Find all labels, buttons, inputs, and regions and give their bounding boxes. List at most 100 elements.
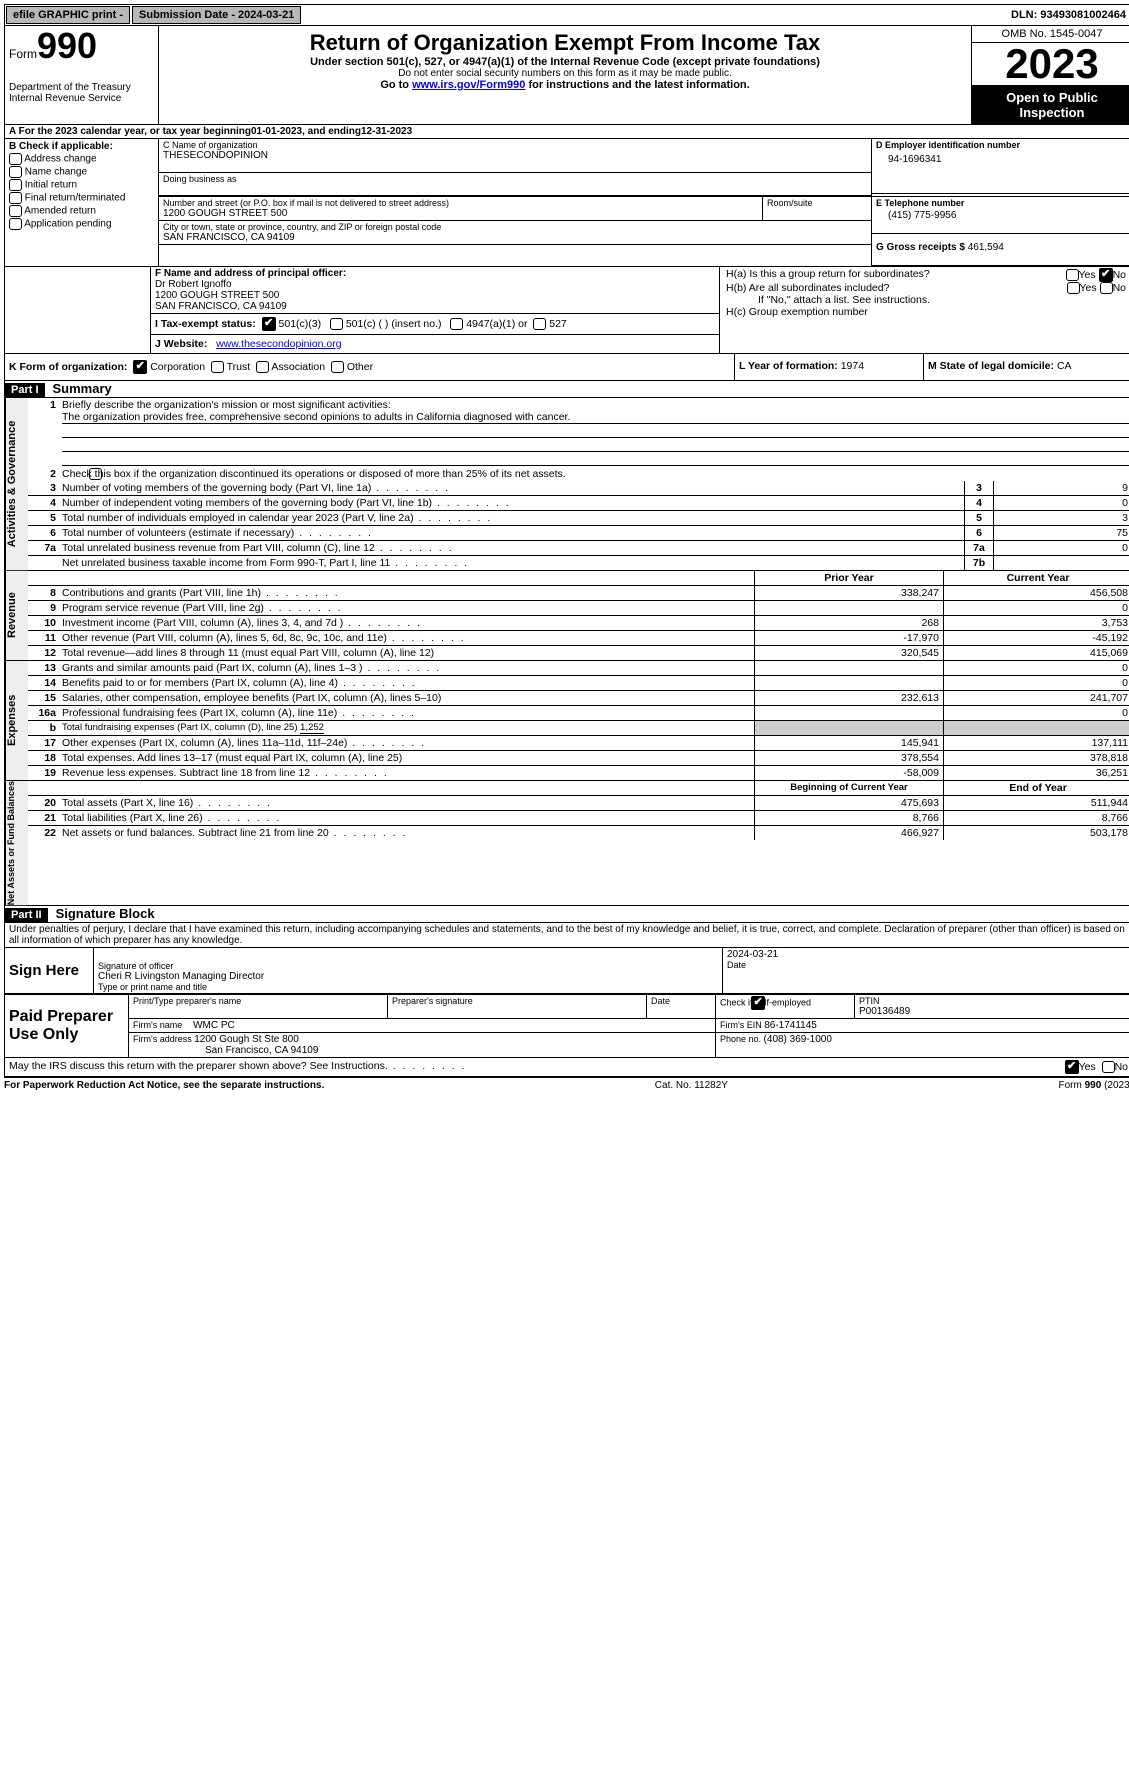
h-a-yes[interactable] <box>1066 269 1079 281</box>
checkbox-4947[interactable] <box>450 318 463 330</box>
checkbox-self-employed[interactable]: ✔ <box>751 996 765 1010</box>
line-17-label: Other expenses (Part IX, column (A), lin… <box>60 736 754 750</box>
box-k-label: K Form of organization: <box>9 361 127 373</box>
tab-net-assets: Net Assets or Fund Balances <box>5 781 28 905</box>
firm-addr1: 1200 Gough St Ste 800 <box>194 1034 299 1045</box>
pra-notice: For Paperwork Reduction Act Notice, see … <box>4 1080 324 1091</box>
firm-name-label: Firm's name <box>133 1020 185 1030</box>
box-m-label: M State of legal domicile: <box>928 360 1057 372</box>
firm-ein: 86-1741145 <box>764 1020 817 1031</box>
submission-date-button[interactable]: Submission Date - 2024-03-21 <box>132 6 301 24</box>
h-a-no[interactable]: ✔ <box>1099 268 1113 282</box>
line-19-prior: -58,009 <box>754 766 943 780</box>
line-11-prior: -17,970 <box>754 631 943 645</box>
firm-addr2: San Francisco, CA 94109 <box>133 1045 318 1056</box>
mission-text: The organization provides free, comprehe… <box>62 411 1129 424</box>
form-ref: Form 990 (2023) <box>1059 1080 1129 1091</box>
h-b-note: If "No," attach a list. See instructions… <box>726 294 1126 306</box>
col-end-year: End of Year <box>943 781 1129 795</box>
line-21-begin: 8,766 <box>754 811 943 825</box>
form-number: 990 <box>37 25 97 66</box>
checkbox-501c3[interactable]: ✔ <box>262 317 276 331</box>
line-10-prior: 268 <box>754 616 943 630</box>
line-15-prior: 232,613 <box>754 691 943 705</box>
dln-label: DLN: 93493081002464 <box>1011 9 1129 21</box>
irs-label: Internal Revenue Service <box>9 93 154 104</box>
line-16a-prior <box>754 706 943 720</box>
checkbox-assoc[interactable] <box>256 361 269 373</box>
discuss-yes-checkbox[interactable]: ✔ <box>1065 1060 1079 1074</box>
line-13-current: 0 <box>943 661 1129 675</box>
goto-post: for instructions and the latest informat… <box>525 79 749 91</box>
box-j-label: J Website: <box>155 338 210 350</box>
line-10-current: 3,753 <box>943 616 1129 630</box>
h-b-yes[interactable] <box>1067 282 1080 294</box>
prep-date-label: Date <box>651 996 711 1006</box>
open-inspection: Open to Public Inspection <box>972 86 1129 124</box>
line-15-current: 241,707 <box>943 691 1129 705</box>
line-6-val: 75 <box>993 526 1129 540</box>
org-name: THESECONDOPINION <box>163 150 867 161</box>
line-16a-label: Professional fundraising fees (Part IX, … <box>60 706 754 720</box>
line-17-current: 137,111 <box>943 736 1129 750</box>
line-5-label: Total number of individuals employed in … <box>60 511 964 525</box>
box-g-label: G Gross receipts $ <box>876 242 965 253</box>
tax-year: 2023 <box>972 43 1129 86</box>
line-22-label: Net assets or fund balances. Subtract li… <box>60 826 754 840</box>
line-3-val: 9 <box>993 481 1129 495</box>
firm-phone-label: Phone no. <box>720 1034 764 1044</box>
line-21-end: 8,766 <box>943 811 1129 825</box>
checkbox-app-pending[interactable] <box>9 218 22 230</box>
line-13-prior <box>754 661 943 675</box>
discuss-no-checkbox[interactable] <box>1102 1061 1115 1073</box>
box-b-header: B Check if applicable: <box>9 141 154 152</box>
section-revenue: Revenue Prior YearCurrent Year 8Contribu… <box>4 571 1129 661</box>
topbar: efile GRAPHIC print - Submission Date - … <box>4 4 1129 26</box>
h-b-no[interactable] <box>1100 282 1113 294</box>
officer-group-block: F Name and address of principal officer:… <box>4 267 1129 354</box>
col-current-year: Current Year <box>943 571 1129 585</box>
line-17-prior: 145,941 <box>754 736 943 750</box>
checkbox-trust[interactable] <box>211 361 224 373</box>
phone-value: (415) 775-9956 <box>876 208 1128 223</box>
year-formation: 1974 <box>841 360 864 372</box>
line-19-current: 36,251 <box>943 766 1129 780</box>
line-10-label: Investment income (Part VIII, column (A)… <box>60 616 754 630</box>
checkbox-amended[interactable] <box>9 205 22 217</box>
type-name-label: Type or print name and title <box>98 982 718 992</box>
checkbox-initial-return[interactable] <box>9 179 22 191</box>
discuss-row: May the IRS discuss this return with the… <box>4 1058 1129 1077</box>
line-12-label: Total revenue—add lines 8 through 11 (mu… <box>60 646 754 660</box>
h-a-label: H(a) Is this a group return for subordin… <box>726 268 1066 282</box>
col-begin-year: Beginning of Current Year <box>754 781 943 795</box>
line-7b-label: Net unrelated business taxable income fr… <box>60 556 964 570</box>
goto-pre: Go to <box>380 79 412 91</box>
line-7b-val <box>993 556 1129 570</box>
line-18-label: Total expenses. Add lines 13–17 (must eq… <box>60 751 754 765</box>
checkbox-other[interactable] <box>331 361 344 373</box>
efile-print-button[interactable]: efile GRAPHIC print - <box>6 6 130 24</box>
website-link[interactable]: www.thesecondopinion.org <box>216 338 342 350</box>
line-16a-current: 0 <box>943 706 1129 720</box>
dba-label: Doing business as <box>163 174 867 184</box>
checkbox-discontinued[interactable] <box>89 468 102 480</box>
line-15-label: Salaries, other compensation, employee b… <box>60 691 754 705</box>
ptin-label: PTIN <box>859 996 1128 1006</box>
line-5-val: 3 <box>993 511 1129 525</box>
checkbox-527[interactable] <box>533 318 546 330</box>
sign-here-label: Sign Here <box>5 948 94 994</box>
ptin-value: P00136489 <box>859 1006 1128 1017</box>
cat-no: Cat. No. 11282Y <box>324 1080 1058 1091</box>
tab-expenses: Expenses <box>5 661 28 780</box>
checkbox-corp[interactable]: ✔ <box>133 360 147 374</box>
line-14-current: 0 <box>943 676 1129 690</box>
signature-table: Sign Here Signature of officerCheri R Li… <box>4 947 1129 994</box>
checkbox-final-return[interactable] <box>9 192 22 204</box>
checkbox-name-change[interactable] <box>9 166 22 178</box>
prep-sig-label: Preparer's signature <box>392 996 642 1006</box>
checkbox-501c[interactable] <box>330 318 343 330</box>
h-b-label: H(b) Are all subordinates included? <box>726 282 1067 294</box>
line-7a-label: Total unrelated business revenue from Pa… <box>60 541 964 555</box>
checkbox-address-change[interactable] <box>9 153 22 165</box>
irs-form990-link[interactable]: www.irs.gov/Form990 <box>412 79 525 91</box>
